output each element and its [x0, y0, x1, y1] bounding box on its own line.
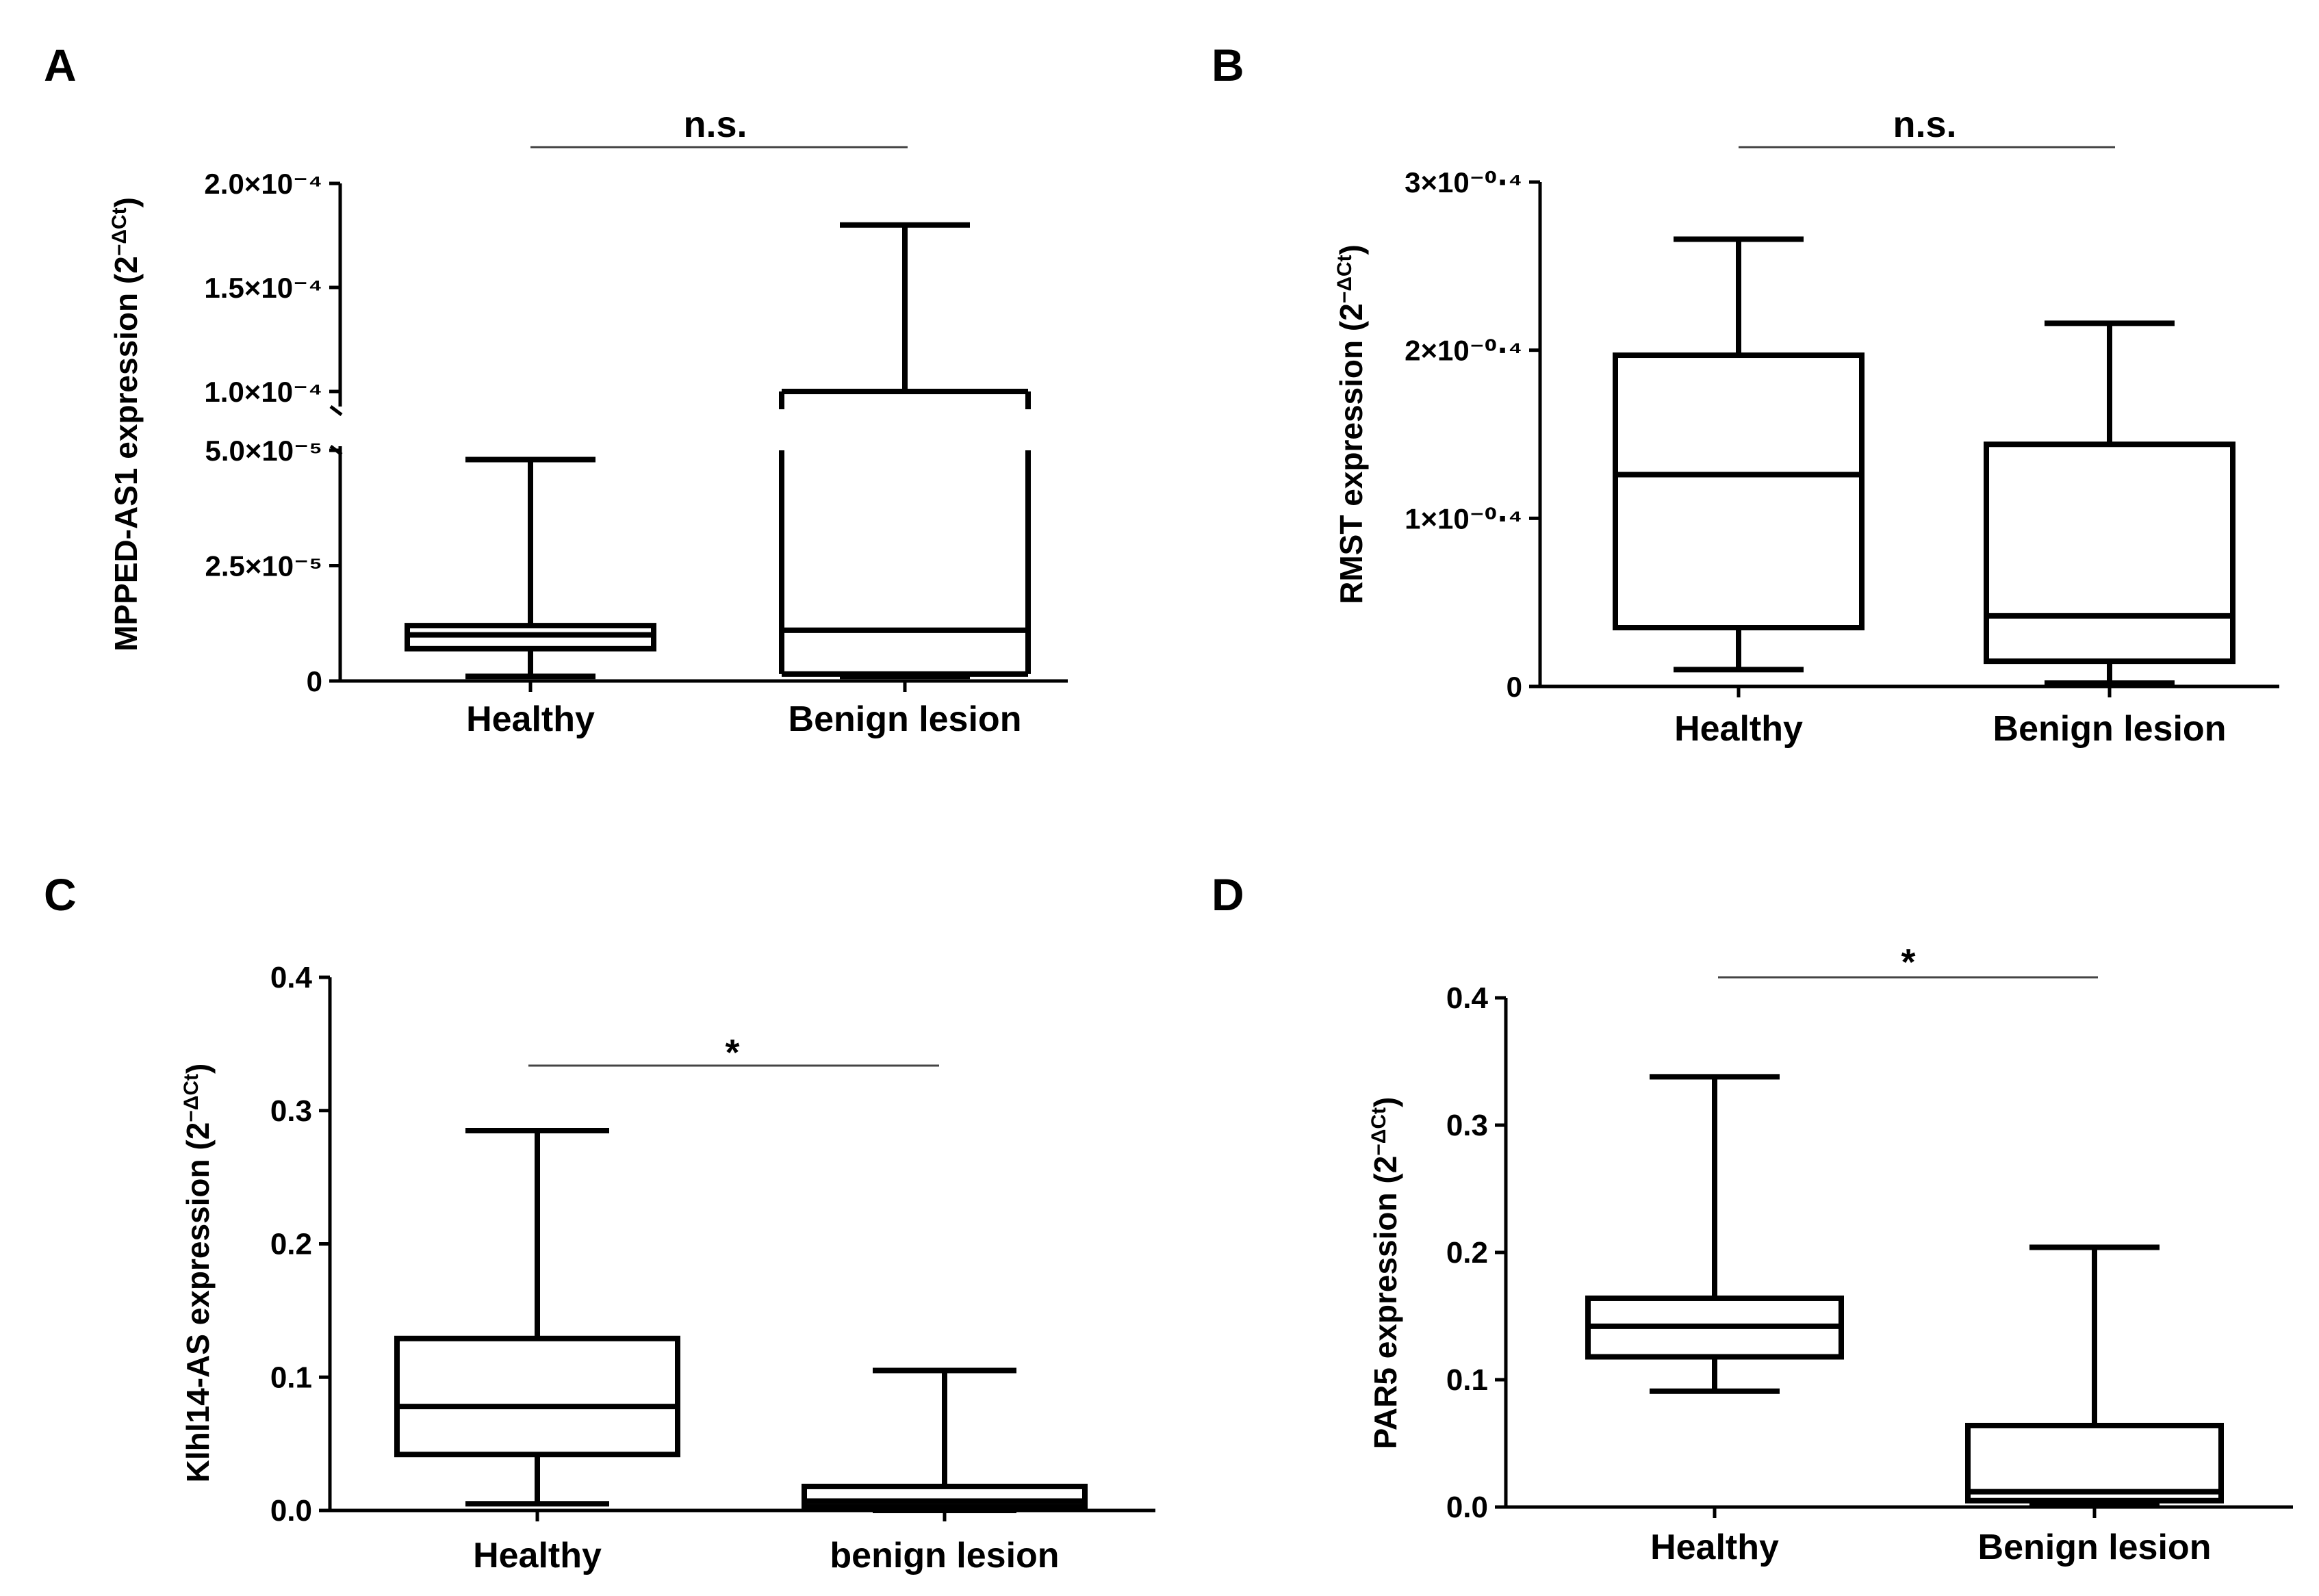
panel-d-y-tick-label: 0.3	[1446, 1109, 1488, 1142]
panel-c-box-1-iqr-box	[394, 1335, 680, 1458]
panel-b-y-tick-label: 0	[1507, 671, 1522, 703]
panel-b-y-tick-label: 1×10⁻⁰⋅⁴	[1405, 502, 1522, 535]
panel-b-category-benign: Benign lesion	[1993, 709, 2227, 749]
panel-c-category-benign: benign lesion	[830, 1536, 1059, 1575]
panel-c: C Klhl14-AS expression (2−ΔCt) 0.0 0.1 0.2…	[44, 869, 1155, 1575]
panel-d-y-tick-label: 0.0	[1446, 1491, 1488, 1524]
panel-d-axes: 0.0 0.1 0.2 0.3 0.4	[1446, 981, 2293, 1524]
panel-b-box-1-iqr-box	[1613, 352, 1865, 631]
panel-c-y-tick-label: 0.4	[270, 961, 313, 994]
panel-c-category-healthy: Healthy	[473, 1536, 602, 1575]
panel-a-significance-label: n.s.	[683, 104, 747, 145]
panel-a-y-tick-label: 1.0×10⁻⁴	[204, 376, 322, 408]
panel-b-ylabel: RMST expression (2−ΔCt)	[1333, 244, 1370, 604]
panel-d-significance-label: *	[1901, 942, 1915, 983]
panel-c-y-tick-label: 0.2	[270, 1228, 312, 1261]
panel-c-significance-label: *	[725, 1032, 739, 1073]
panel-b-axes: 0 1×10⁻⁰⋅⁴ 2×10⁻⁰⋅⁴ 3×10⁻⁰⋅⁴	[1405, 166, 2279, 703]
panel-a-ylabel: MPPED-AS1 expression (2−ΔCt)	[108, 197, 144, 652]
panel-a-y-tick-label: 5.0×10⁻⁵	[205, 435, 322, 467]
panel-b-significance-label: n.s.	[1893, 104, 1956, 145]
panel-a-category-benign: Benign lesion	[789, 699, 1022, 739]
panel-b-category-healthy: Healthy	[1674, 709, 1803, 749]
panel-c-label: C	[44, 869, 77, 920]
panel-b-label: B	[1212, 40, 1244, 90]
panel-c-y-tick-label: 0.3	[270, 1094, 312, 1128]
panel-b-box-2-iqr-box	[1984, 441, 2235, 665]
panel-d-y-tick-label: 0.2	[1446, 1236, 1488, 1270]
panel-d-ylabel: PAR5 expression (2−ΔCt)	[1368, 1097, 1404, 1450]
panel-a-label: A	[44, 40, 77, 90]
panel-a-y-tick-label: 1.5×10⁻⁴	[204, 272, 322, 304]
panel-d: D PAR5 expression (2−ΔCt) 0.00.10.20.30.…	[1212, 869, 2293, 1567]
panel-a-axis-break-mark	[329, 405, 343, 416]
panel-c-y-tick-label: 0.1	[270, 1361, 312, 1394]
panel-d-category-benign: Benign lesion	[1978, 1528, 2212, 1567]
panel-a-y-tick-label: 2.5×10⁻⁵	[205, 550, 322, 582]
panel-a: A MPPED-AS1 expression (2−ΔCt) 0 2.5×10⁻⁵…	[44, 40, 1068, 739]
panel-b-y-tick-label: 2×10⁻⁰⋅⁴	[1405, 335, 1522, 367]
panel-b: B RMST expression (2−ΔCt) 0 1×10⁻⁰⋅⁴ 2×10⁻…	[1212, 40, 2279, 749]
panel-d-category-healthy: Healthy	[1650, 1528, 1779, 1567]
panel-a-axes: 0 2.5×10⁻⁵ 5.0×10⁻⁵ 1.0×10⁻⁴ 1.5×10⁻⁴ 2.0×10⁻…	[204, 168, 1068, 697]
panel-c-ylabel: Klhl14-AS expression (2−ΔCt)	[180, 1064, 216, 1483]
panel-d-label: D	[1212, 869, 1244, 920]
panel-c-y-tick-label: 0.0	[270, 1494, 312, 1528]
panel-d-y-tick-label: 0.1	[1446, 1363, 1488, 1397]
panel-a-y-tick-label: 2.0×10⁻⁴	[204, 168, 322, 200]
panel-b-y-tick-label: 3×10⁻⁰⋅⁴	[1405, 166, 1522, 198]
panel-d-y-tick-label: 0.4	[1446, 981, 1489, 1015]
panel-a-y-tick-label: 0	[307, 665, 322, 697]
panel-a-category-healthy: Healthy	[466, 699, 595, 739]
panel-c-axes: 0.0 0.1 0.2 0.3 0.4	[270, 961, 1155, 1528]
